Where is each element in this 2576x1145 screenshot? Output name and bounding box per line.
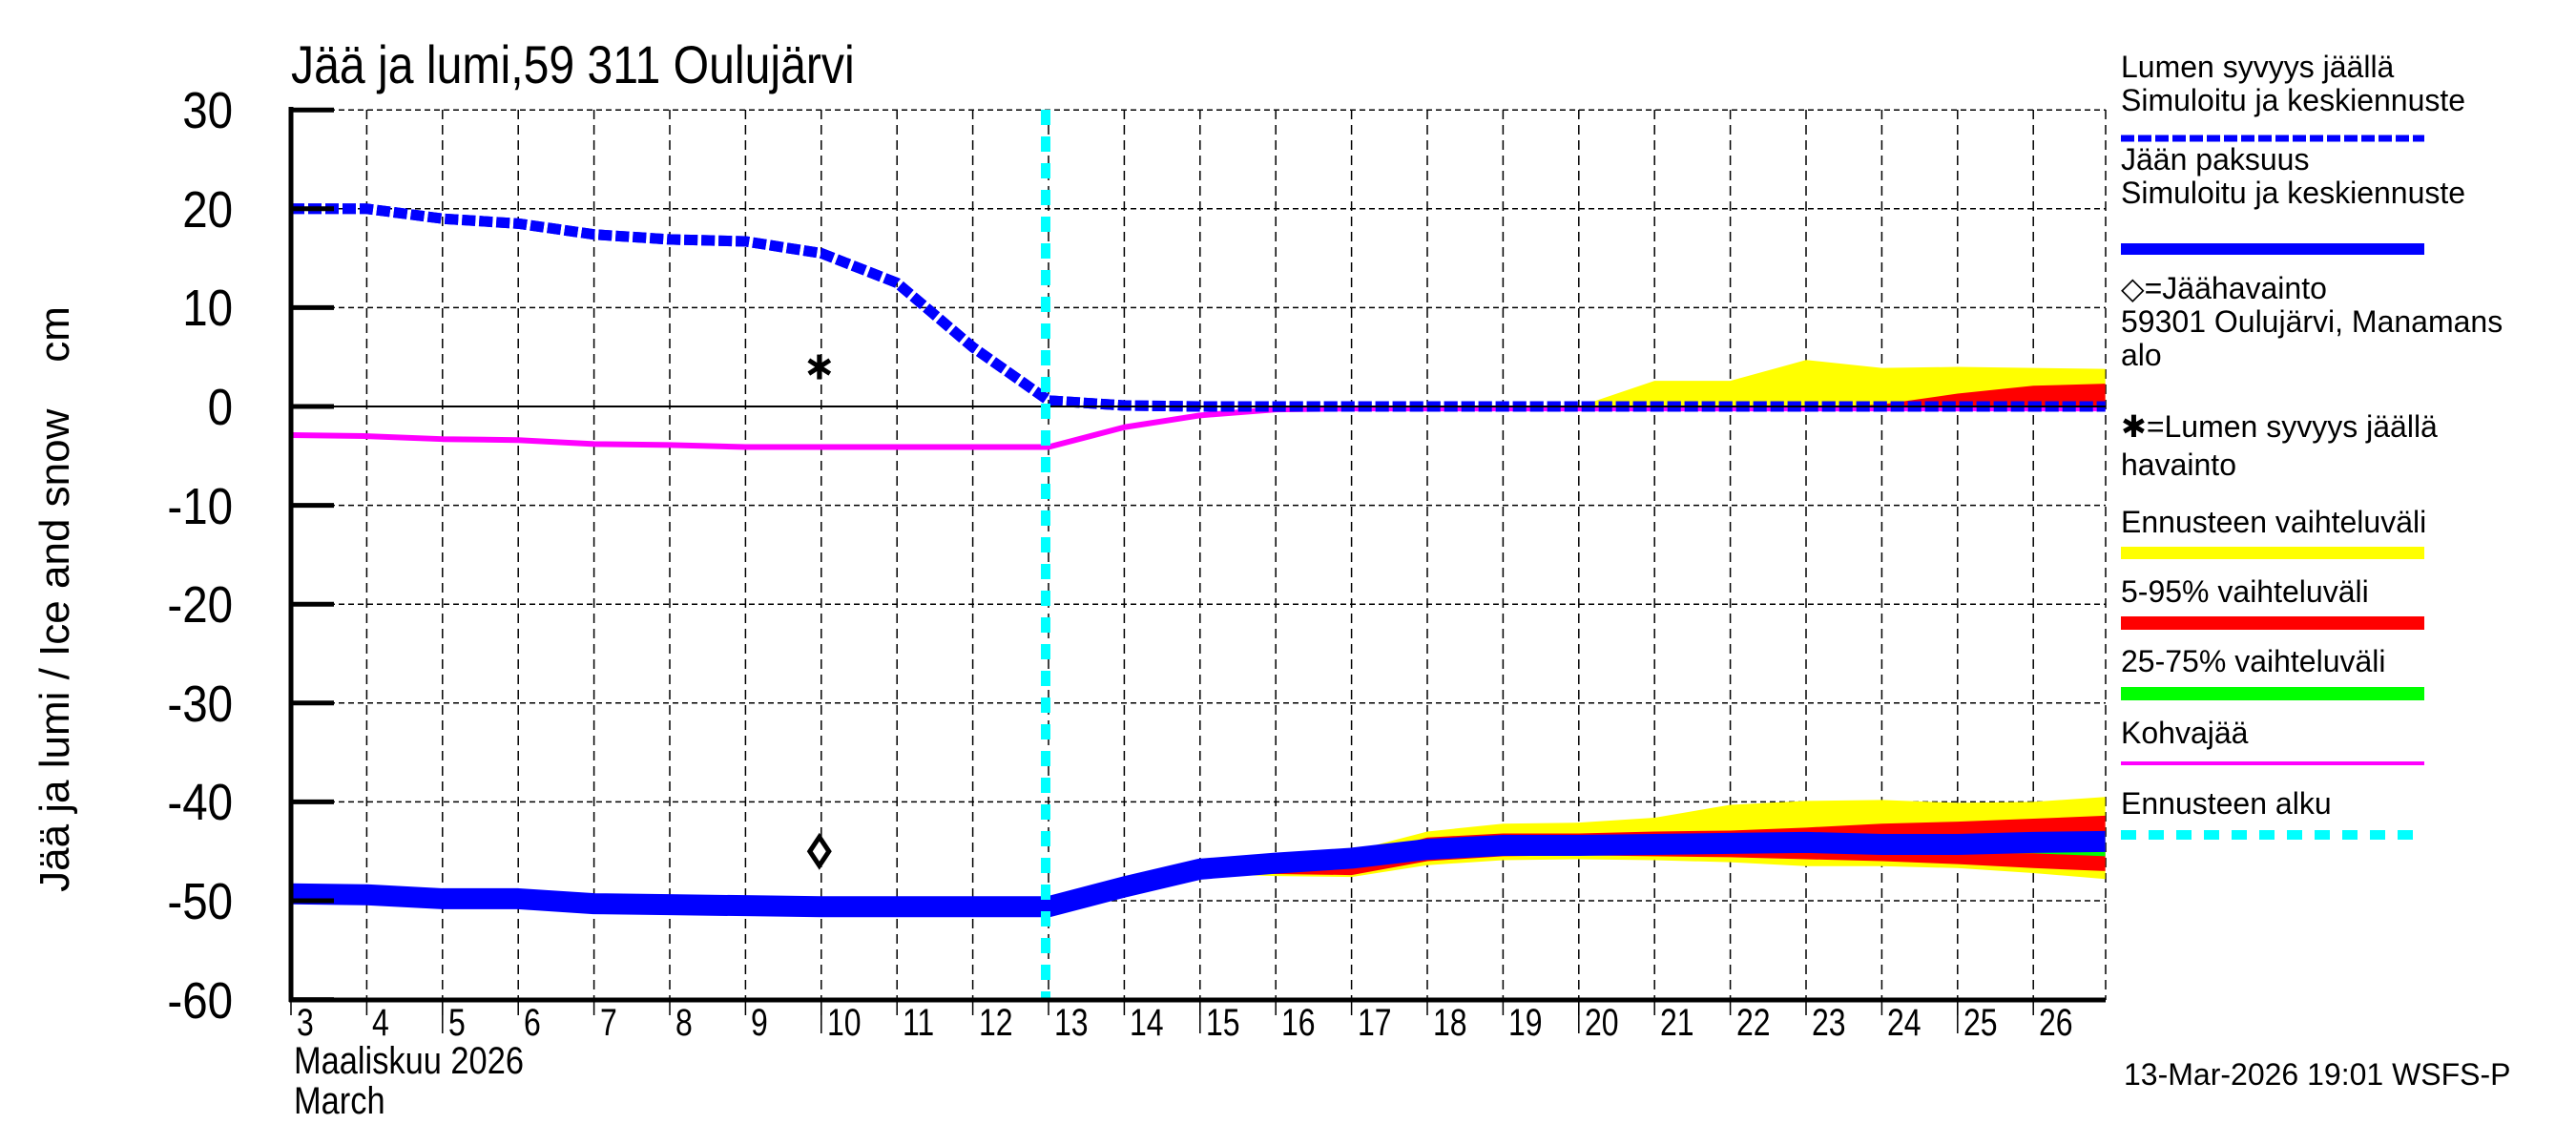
x-tick-label: 9 [751, 1002, 769, 1044]
x-tick-label: 13 [1054, 1002, 1089, 1044]
legend-p5-95-label: 5-95% vaihteluväli [2121, 574, 2369, 609]
y-tick-label: -30 [167, 675, 233, 733]
snow-observation-star-icon [807, 354, 832, 380]
x-tick-label: 19 [1508, 1002, 1543, 1044]
legend-snow-obs-label: ✱=Lumen syvyys jäällä [2121, 409, 2438, 444]
x-axis-month-en: March [294, 1080, 385, 1122]
legend-p25-75-label: 25-75% vaihteluväli [2121, 644, 2386, 678]
legend-swatch-forecast-range [2121, 547, 2424, 559]
x-tick-label: 3 [297, 1002, 314, 1044]
legend-forecast-start-label: Ennusteen alku [2121, 786, 2332, 821]
legend-slush-ice-label: Kohvajää [2121, 716, 2249, 750]
plot-axes [288, 107, 2106, 1033]
legend-swatch-p5-95 [2121, 616, 2424, 630]
x-tick-label: 12 [978, 1002, 1013, 1044]
chart-title: Jää ja lumi,59 311 Oulujärvi [291, 34, 855, 94]
x-axis-month-fi: Maaliskuu 2026 [294, 1040, 524, 1082]
x-tick-label: 4 [372, 1002, 390, 1044]
x-tick-label: 23 [1812, 1002, 1846, 1044]
y-tick-label: -60 [167, 971, 233, 1030]
y-tick-label: 20 [182, 180, 233, 239]
y-tick-label: 0 [207, 379, 233, 436]
legend-swatches [2121, 135, 2424, 840]
x-tick-label: 17 [1357, 1002, 1392, 1044]
legend-snow-label2: Simuloitu ja keskiennuste [2121, 83, 2466, 117]
x-tick-label: 11 [903, 1002, 935, 1044]
x-tick-label: 15 [1205, 1002, 1240, 1044]
x-tick-label: 5 [447, 1002, 466, 1044]
y-axis-label: Jää ja lumi / Ice and snow cm [31, 306, 78, 892]
x-tick-label: 20 [1584, 1002, 1619, 1044]
series-line [290, 406, 2106, 450]
legend-ice-obs-label2: 59301 Oulujärvi, Manamans [2121, 304, 2503, 339]
x-tick-label: 7 [599, 1002, 617, 1044]
legend-snow-label: Lumen syvyys jäällä [2121, 50, 2395, 84]
timestamp: 13-Mar-2026 19:01 WSFS-P [2124, 1057, 2511, 1092]
legend-swatch-p25-75 [2121, 687, 2424, 700]
x-tick-label: 8 [675, 1002, 693, 1044]
y-tick-label: -40 [167, 774, 233, 832]
x-tick-label: 21 [1660, 1002, 1694, 1044]
legend-forecast-range-label: Ennusteen vaihteluväli [2121, 505, 2427, 539]
y-tick-label: -20 [167, 576, 233, 635]
legend-swatch-ice [2121, 243, 2424, 255]
legend-ice-label: Jään paksuus [2121, 142, 2310, 177]
x-tick-label: 14 [1130, 1002, 1164, 1044]
y-tick-label: -50 [167, 873, 233, 930]
legend-ice-obs-label: ◇=Jäähavainto [2121, 271, 2327, 305]
legend-ice-label2: Simuloitu ja keskiennuste [2121, 176, 2466, 210]
x-tick-label: 22 [1735, 1002, 1771, 1044]
x-tick-label: 16 [1281, 1002, 1316, 1044]
x-tick-label: 25 [1963, 1002, 1998, 1044]
forecast-bands [1049, 360, 2106, 907]
series-line [290, 830, 2106, 918]
observation-markers [806, 354, 832, 870]
legend-ice-obs-label3: alo [2121, 338, 2162, 372]
x-tick-label: 10 [826, 1002, 862, 1044]
legend-snow-obs-label2: havainto [2121, 448, 2236, 482]
legend-swatch-slush-ice [2121, 761, 2424, 765]
y-tick-label: 30 [182, 82, 233, 140]
x-tick-label: 18 [1433, 1002, 1467, 1044]
band-ff0000 [1843, 384, 2106, 406]
y-tick-label: -10 [167, 477, 233, 535]
y-tick-label: 10 [182, 280, 233, 338]
x-tick-label: 24 [1887, 1002, 1922, 1044]
x-tick-label: 6 [524, 1002, 541, 1044]
x-tick-label: 26 [2039, 1002, 2073, 1044]
ice-observation-diamond-icon [806, 832, 832, 870]
